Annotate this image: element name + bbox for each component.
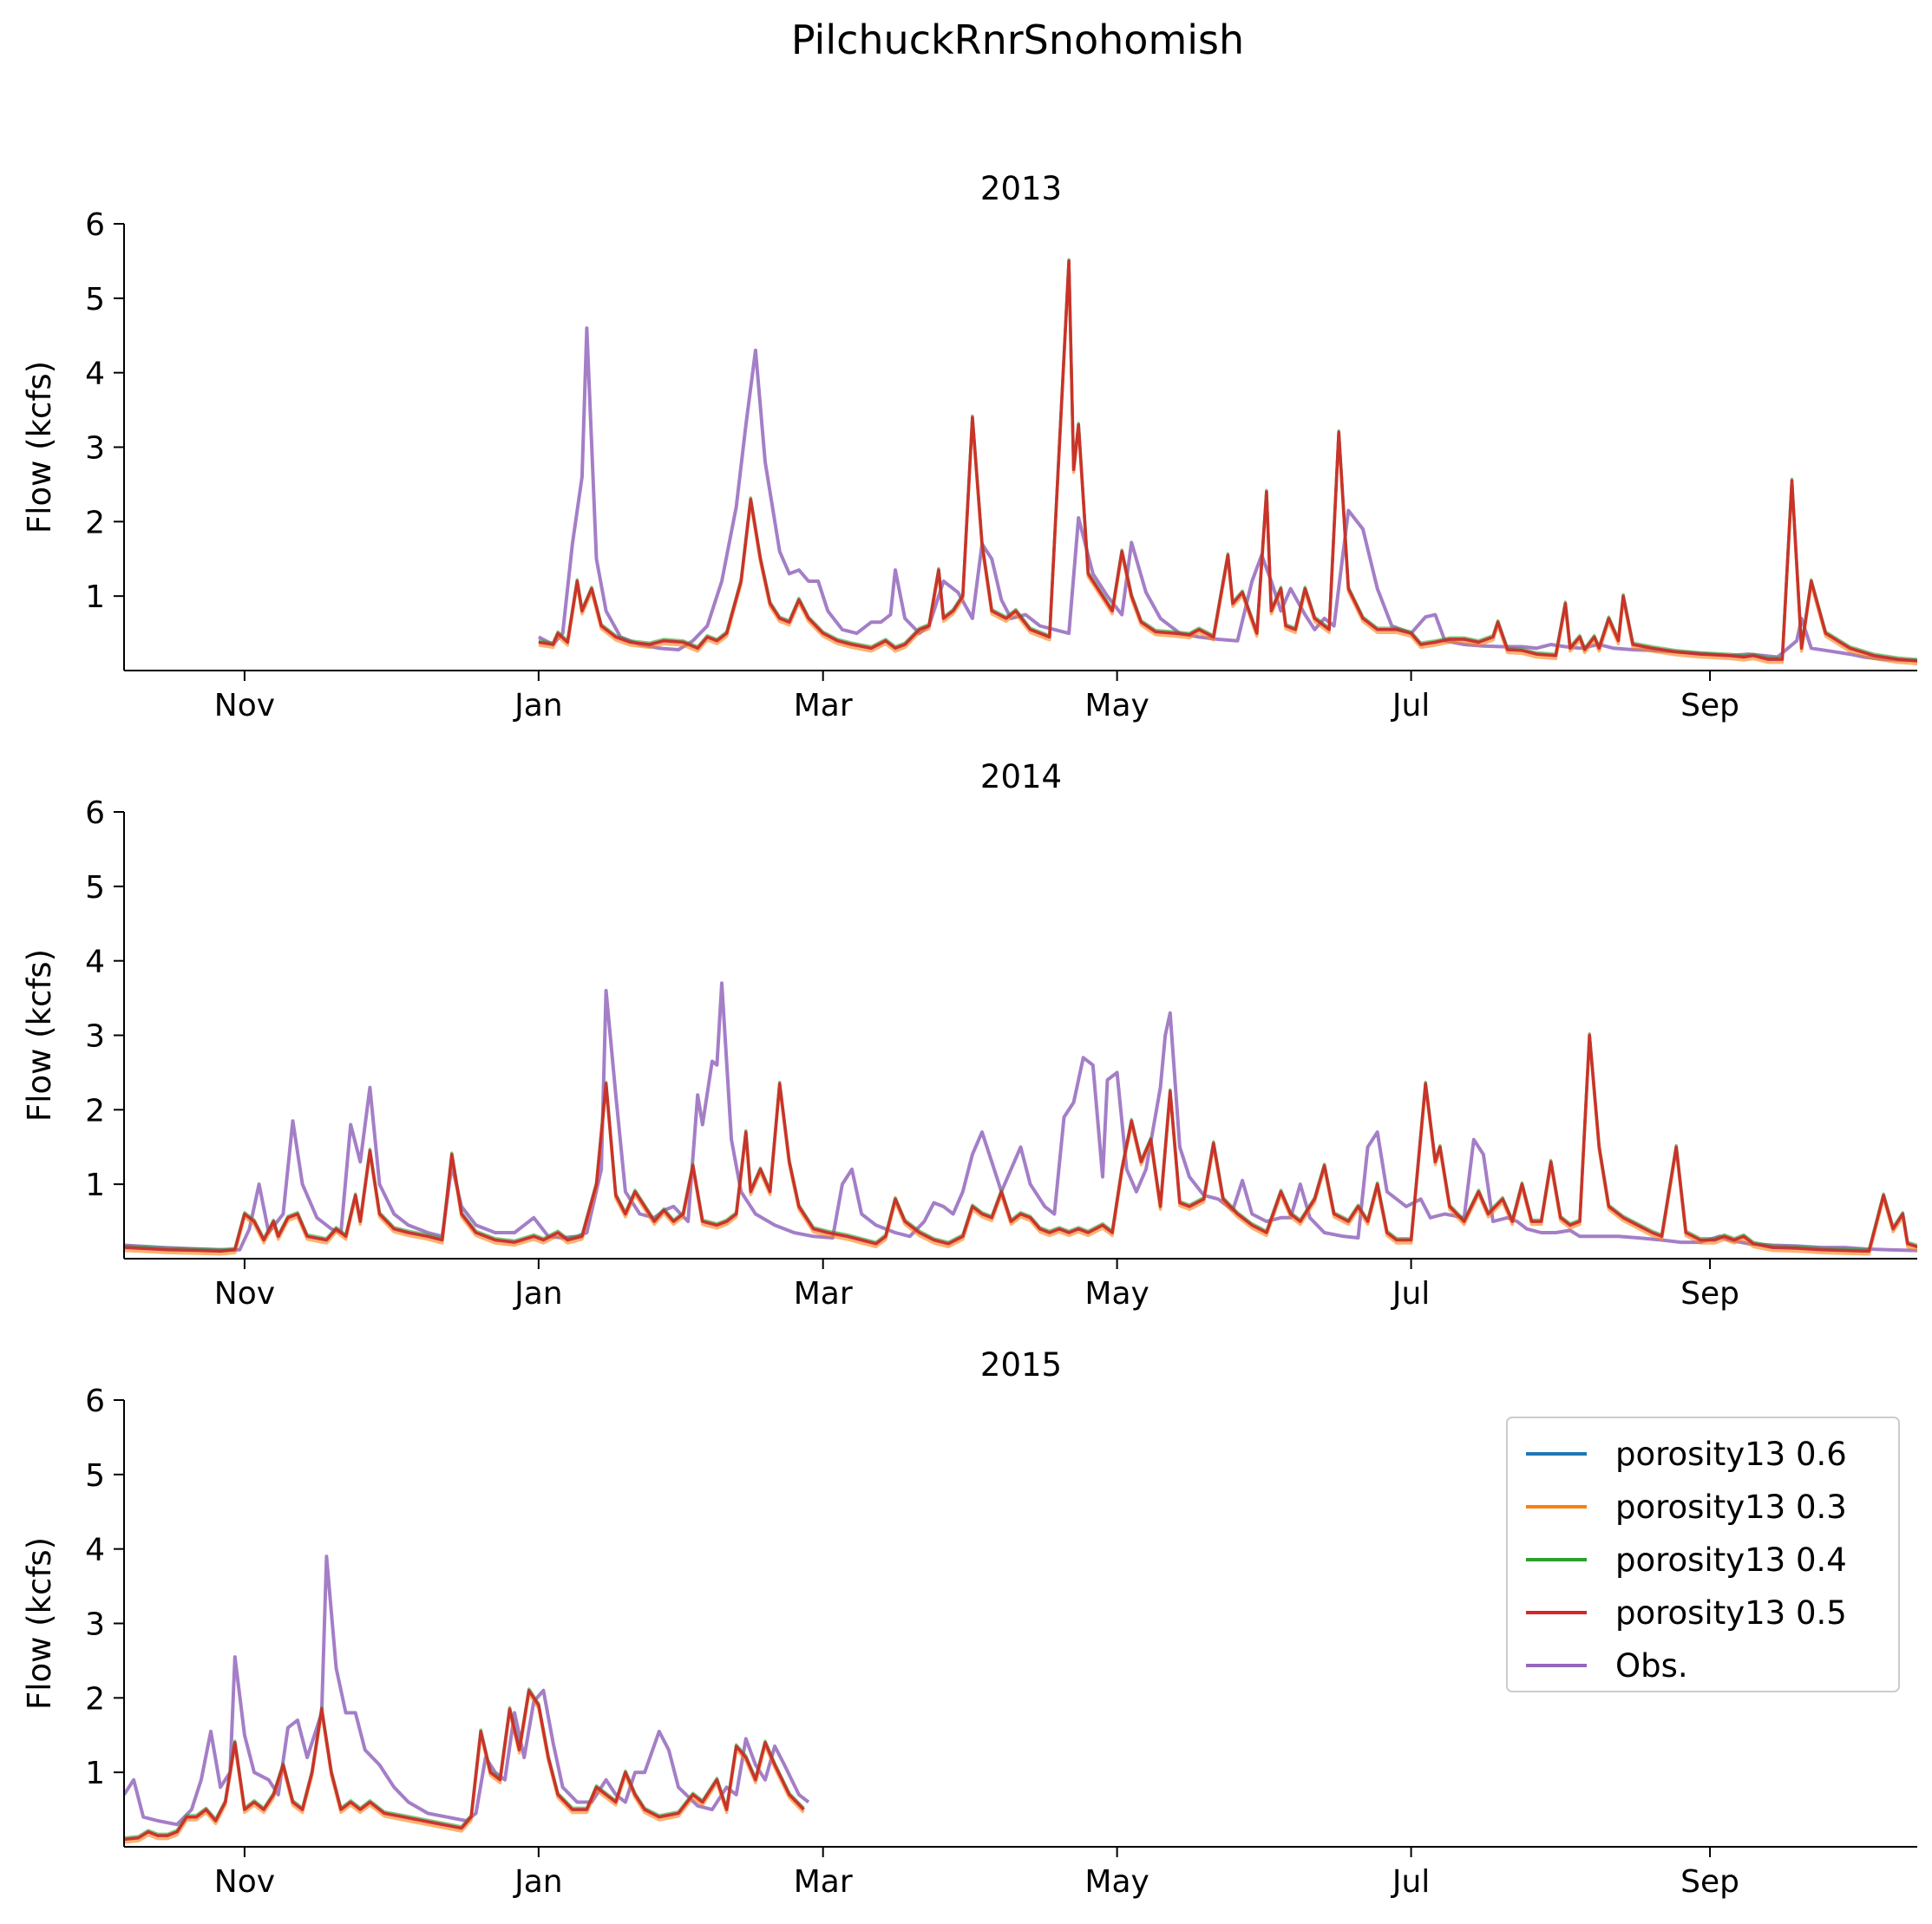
x-tick-label: Mar [794, 1276, 853, 1312]
y-tick-label: 1 [85, 1168, 105, 1203]
series-line-obs [537, 326, 1917, 663]
series-line-porosity13-04 [124, 1687, 805, 1840]
y-tick-label: 5 [85, 282, 105, 317]
x-tick-label: Mar [794, 688, 853, 723]
y-tick-label: 5 [85, 1458, 105, 1494]
series-line-porosity13-06 [538, 259, 1917, 663]
legend-label: porosity13 0.5 [1615, 1594, 1847, 1632]
y-tick-label: 6 [85, 1384, 105, 1419]
legend-label: porosity13 0.4 [1615, 1541, 1847, 1579]
series-line-porosity13-06 [124, 1033, 1917, 1253]
x-tick-label: Jul [1391, 1276, 1430, 1312]
x-tick-label: Nov [214, 688, 275, 723]
panel-title: 2013 [980, 170, 1062, 207]
x-tick-label: Jul [1391, 688, 1430, 723]
legend-frame [1506, 1417, 1900, 1692]
series-lines [537, 258, 1917, 666]
y-axis-label: Flow (kcfs) [21, 1537, 58, 1710]
y-tick-label: 3 [85, 1019, 105, 1055]
legend-label: porosity13 0.6 [1615, 1436, 1847, 1473]
x-tick-label: Jan [513, 1276, 563, 1312]
series-line-porosity13-05 [124, 1033, 1917, 1253]
series-line-porosity13-03 [124, 1037, 1917, 1256]
series-line-porosity13-03 [538, 262, 1917, 666]
panel-2013: 2013 1 2 3 4 5 6 Nov Jan Mar May Jul Sep Flow (kcfs) [21, 170, 1917, 723]
y-axis-label: Flow (kcfs) [21, 949, 58, 1122]
series-lines [124, 1554, 810, 1844]
panel-title: 2014 [980, 758, 1062, 795]
series-line-porosity13-04 [538, 258, 1917, 661]
legend-item: porosity13 0.3 [1526, 1489, 1847, 1526]
x-tick-label: Nov [214, 1276, 275, 1312]
y-tick-label: 1 [85, 1756, 105, 1791]
y-tick-label: 3 [85, 431, 105, 467]
y-tick-label: 4 [85, 1533, 105, 1568]
x-tick-label: Sep [1680, 1276, 1739, 1312]
x-tick-label: Sep [1680, 1864, 1739, 1900]
y-tick-label: 2 [85, 1681, 105, 1717]
legend: porosity13 0.6 porosity13 0.3 porosity13 0… [1506, 1417, 1900, 1692]
x-tick-label: May [1084, 688, 1149, 723]
y-tick-label: 1 [85, 579, 105, 615]
legend-item: Obs. [1526, 1647, 1688, 1685]
y-axis-label: Flow (kcfs) [21, 361, 58, 533]
y-tick-label: 6 [85, 207, 105, 243]
y-tick-label: 3 [85, 1607, 105, 1643]
x-tick-label: Mar [794, 1864, 853, 1900]
y-tick-label: 4 [85, 945, 105, 980]
series-lines [124, 981, 1917, 1256]
y-tick-label: 4 [85, 357, 105, 392]
legend-label: Obs. [1615, 1647, 1688, 1685]
x-tick-label: Jul [1391, 1864, 1430, 1900]
x-tick-label: Jan [513, 688, 563, 723]
x-tick-label: Jan [513, 1864, 563, 1900]
y-tick-label: 2 [85, 505, 105, 540]
y-tick-label: 2 [85, 1093, 105, 1129]
legend-label: porosity13 0.3 [1615, 1489, 1847, 1526]
legend-item: porosity13 0.5 [1526, 1594, 1847, 1632]
series-line-porosity13-05 [124, 1689, 805, 1842]
panel-2015: 2015 1 2 3 4 5 6 Nov Jan Mar May Jul Sep Flow (kcfs) p… [21, 1346, 1917, 1900]
x-tick-label: Nov [214, 1864, 275, 1900]
x-tick-label: May [1084, 1864, 1149, 1900]
x-tick-label: May [1084, 1276, 1149, 1312]
series-line-porosity13-05 [538, 259, 1917, 663]
series-line-porosity13-04 [124, 1032, 1917, 1252]
series-line-porosity13-06 [124, 1689, 805, 1842]
x-tick-label: Sep [1680, 688, 1739, 723]
legend-item: porosity13 0.4 [1526, 1541, 1847, 1579]
panel-title: 2015 [980, 1346, 1062, 1384]
figure-title: PilchuckRnrSnohomish [791, 16, 1244, 63]
y-tick-label: 6 [85, 795, 105, 831]
legend-item: porosity13 0.6 [1526, 1436, 1847, 1473]
panel-2014: 2014 1 2 3 4 5 6 Nov Jan Mar May Jul Sep Flow (kcfs) [21, 758, 1917, 1312]
y-tick-label: 5 [85, 870, 105, 906]
